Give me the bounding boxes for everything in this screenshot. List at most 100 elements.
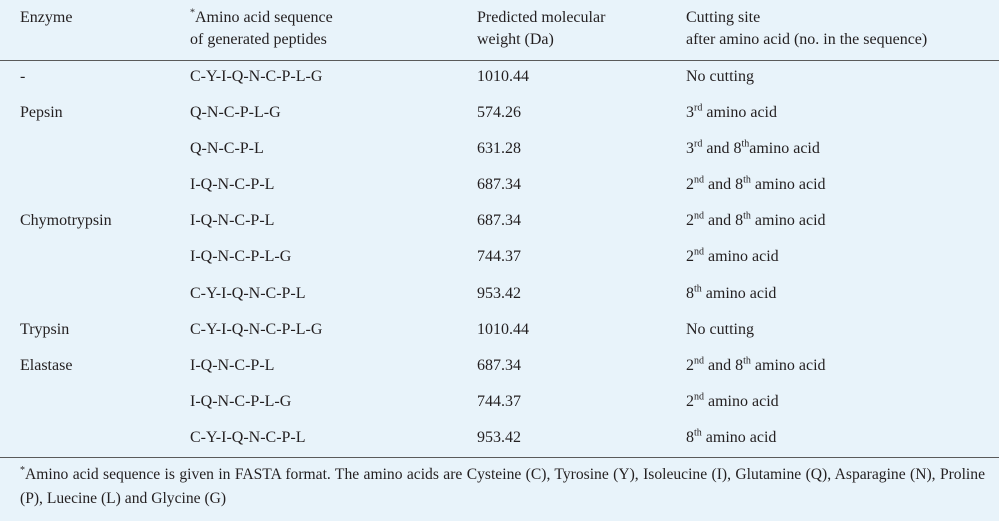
- cell-sequence: C-Y-I-Q-N-C-P-L-G: [190, 320, 323, 338]
- cell-cutting-site: 8th amino acid: [686, 283, 777, 303]
- site-a-sup: th: [694, 427, 702, 439]
- site-a-num: 2: [686, 212, 694, 230]
- cell-weight: 631.28: [477, 140, 521, 158]
- site-a-num: 3: [686, 140, 694, 158]
- site-mid: and: [704, 176, 736, 194]
- site-mid: and: [704, 356, 736, 374]
- site-a-sup: th: [694, 283, 702, 295]
- cell-weight: 687.34: [477, 212, 521, 230]
- table-row: Pepsin Q-N-C-P-L-G 574.26 3rd amino acid: [0, 97, 999, 133]
- cell-sequence: I-Q-N-C-P-L: [190, 356, 275, 374]
- cell-weight: 1010.44: [477, 68, 529, 85]
- site-b-sup: th: [741, 138, 750, 150]
- table-row: Elastase I-Q-N-C-P-L 687.34 2nd and 8th ami…: [0, 350, 999, 386]
- cell-enzyme: -: [20, 68, 26, 85]
- site-b-num: 8: [735, 176, 744, 194]
- table-row: C-Y-I-Q-N-C-P-L 953.42 8th amino acid: [0, 422, 999, 458]
- header-sequence: *Amino acid sequence of generated peptid…: [190, 7, 333, 51]
- header-enzyme: Enzyme: [20, 7, 72, 29]
- site-a-sup: nd: [694, 355, 704, 367]
- site-tail: amino acid: [749, 140, 820, 158]
- site-tail: amino acid: [701, 428, 777, 446]
- cell-sequence: C-Y-I-Q-N-C-P-L: [190, 284, 306, 302]
- cell-weight: 744.37: [477, 392, 521, 410]
- site-a-sup: nd: [694, 391, 704, 403]
- cell-cutting-site: 2nd amino acid: [686, 248, 779, 266]
- cell-cutting-site: No cutting: [686, 68, 754, 86]
- cell-sequence: I-Q-N-C-P-L-G: [190, 248, 292, 266]
- cell-weight: 953.42: [477, 284, 521, 302]
- header-sequence-line1: Amino acid sequence: [195, 9, 333, 26]
- cell-sequence: Q-N-C-P-L: [190, 140, 264, 158]
- cell-cutting-site: 2nd and 8th amino acid: [686, 212, 826, 230]
- cell-cutting-site: 8th amino acid: [686, 427, 777, 447]
- site-tail: amino acid: [750, 212, 826, 230]
- cell-sequence: C-Y-I-Q-N-C-P-L-G: [190, 68, 323, 85]
- header-cutting-line2: after amino acid (no. in the sequence): [686, 31, 928, 48]
- table-row: - C-Y-I-Q-N-C-P-L-G 1010.44 No cutting: [0, 61, 999, 97]
- site-a-num: 8: [686, 428, 694, 446]
- cell-weight: 687.34: [477, 176, 521, 194]
- footnote-text: *Amino acid sequence is given in FASTA f…: [20, 463, 985, 511]
- site-b-num: 8: [735, 356, 744, 374]
- site-tail: amino acid: [704, 392, 779, 410]
- site-a-num: 2: [686, 248, 694, 266]
- site-tail: amino acid: [702, 104, 777, 122]
- cell-sequence: I-Q-N-C-P-L-G: [190, 392, 292, 410]
- site-a-sup: nd: [694, 174, 704, 186]
- table-row: Chymotrypsin I-Q-N-C-P-L 687.34 2nd and 8th…: [0, 205, 999, 241]
- cell-enzyme: Pepsin: [20, 104, 63, 122]
- cell-weight: 953.42: [477, 428, 521, 446]
- cell-weight: 744.37: [477, 248, 521, 266]
- header-enzyme-text: Enzyme: [20, 9, 73, 26]
- footnote-body: Amino acid sequence is given in FASTA fo…: [20, 466, 985, 507]
- header-weight-line2: weight (Da): [477, 31, 554, 48]
- cell-weight: 574.26: [477, 104, 521, 122]
- cell-enzyme: Trypsin: [20, 320, 70, 338]
- site-b-sup: th: [743, 174, 751, 186]
- site-a-num: 2: [686, 392, 694, 410]
- site-tail: amino acid: [701, 284, 777, 302]
- cell-cutting-site: 3rd and 8thamino acid: [686, 138, 820, 158]
- header-sequence-line2: of generated peptides: [190, 31, 327, 48]
- site-a-num: 3: [686, 104, 694, 122]
- site-tail: amino acid: [704, 248, 779, 266]
- cell-sequence: I-Q-N-C-P-L: [190, 176, 275, 194]
- site-tail: amino acid: [750, 176, 826, 194]
- site-b-num: 8: [735, 212, 744, 230]
- cell-weight: 687.34: [477, 356, 521, 374]
- cell-enzyme: Elastase: [20, 356, 73, 374]
- site-tail: No cutting: [686, 68, 754, 85]
- site-a-num: 2: [686, 356, 694, 374]
- site-a-sup: rd: [694, 102, 703, 114]
- table-header: Enzyme *Amino acid sequence of generated…: [0, 0, 999, 61]
- cell-weight: 1010.44: [477, 320, 529, 338]
- site-a-sup: nd: [694, 247, 704, 259]
- table-row: I-Q-N-C-P-L-G 744.37 2nd amino acid: [0, 386, 999, 422]
- site-a-num: 2: [686, 176, 694, 194]
- footnote-marker: *: [20, 464, 25, 476]
- site-mid: and: [704, 212, 736, 230]
- cell-cutting-site: 2nd amino acid: [686, 391, 779, 411]
- site-b-num: 8: [733, 140, 742, 158]
- site-b-sup: th: [743, 355, 751, 367]
- cell-sequence: Q-N-C-P-L-G: [190, 104, 281, 122]
- site-mid: and: [702, 140, 734, 158]
- cell-enzyme: Chymotrypsin: [20, 212, 112, 230]
- table-row: Q-N-C-P-L 631.28 3rd and 8thamino acid: [0, 133, 999, 169]
- cell-cutting-site: 2nd and 8th amino acid: [686, 355, 826, 375]
- table-body: - C-Y-I-Q-N-C-P-L-G 1010.44 No cutting Pepsi…: [0, 61, 999, 458]
- site-tail: No cutting: [686, 320, 754, 338]
- table-footnote: *Amino acid sequence is given in FASTA f…: [0, 457, 999, 522]
- header-sequence-marker: *: [190, 7, 195, 19]
- table-row: Trypsin C-Y-I-Q-N-C-P-L-G 1010.44 No cuttin…: [0, 314, 999, 350]
- table-row: I-Q-N-C-P-L-G 744.37 2nd amino acid: [0, 241, 999, 277]
- cell-sequence: C-Y-I-Q-N-C-P-L: [190, 428, 306, 446]
- cell-cutting-site: 2nd and 8th amino acid: [686, 174, 826, 194]
- header-weight: Predicted molecular weight (Da): [477, 7, 605, 51]
- table-row: I-Q-N-C-P-L 687.34 2nd and 8th amino acid: [0, 169, 999, 205]
- cell-sequence: I-Q-N-C-P-L: [190, 212, 275, 230]
- site-a-sup: nd: [694, 211, 704, 223]
- cell-cutting-site: No cutting: [686, 321, 754, 339]
